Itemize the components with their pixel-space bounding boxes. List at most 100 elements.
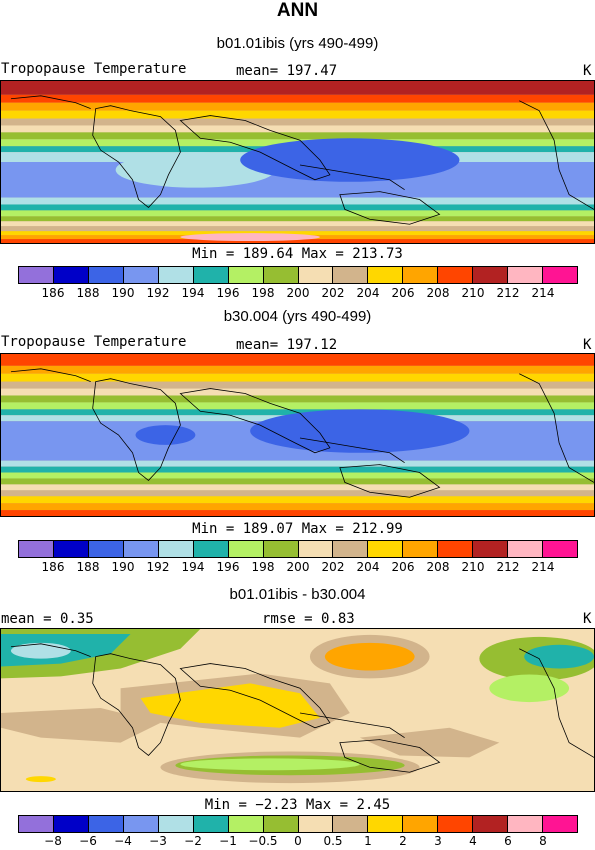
colorbar-swatch <box>19 541 54 557</box>
colorbar-swatch <box>53 816 89 832</box>
colorbar-swatch <box>158 541 194 557</box>
colorbar-tick-label: 194 <box>181 560 205 574</box>
panel-2-unit-label: K <box>583 337 592 353</box>
colorbar-tick-label: 0 <box>294 834 302 848</box>
colorbar-swatch <box>123 816 159 832</box>
colorbar-swatch <box>543 541 577 557</box>
colorbar-tick-label: 210 <box>461 286 485 300</box>
colorbar-swatch <box>158 267 194 283</box>
colorbar-swatch <box>438 267 474 283</box>
colorbar-swatch <box>543 816 577 832</box>
colorbar-swatch <box>368 541 404 557</box>
panel-3-mean-label: mean = 0.35 <box>1 611 94 627</box>
colorbar-swatch <box>19 816 54 832</box>
panel-3-title: b01.01ibis - b30.004 <box>229 586 366 603</box>
panel-1-map <box>0 80 595 244</box>
colorbar-tick-label: 204 <box>356 560 380 574</box>
colorbar-tick-label: 190 <box>111 560 135 574</box>
colorbar-swatch <box>368 267 404 283</box>
colorbar-tick-label: −4 <box>114 834 132 848</box>
colorbar-tick-label: 186 <box>41 560 65 574</box>
colorbar-tick-label: 192 <box>146 560 170 574</box>
panel-1-title: b01.01ibis (yrs 490-499) <box>216 35 379 52</box>
colorbar-tick-label: −0.5 <box>248 834 278 848</box>
colorbar-tick-label: 186 <box>41 286 65 300</box>
colorbar-tick-label: −1 <box>219 834 237 848</box>
colorbar-swatch <box>508 816 544 832</box>
colorbar-tick-label: −8 <box>44 834 62 848</box>
colorbar-tick-label: 1 <box>364 834 372 848</box>
colorbar-swatch <box>263 541 299 557</box>
colorbar-swatch <box>473 267 509 283</box>
colorbar-tick-label: 196 <box>216 560 240 574</box>
colorbar-swatch <box>123 541 159 557</box>
colorbar-tick-label: 214 <box>531 560 555 574</box>
colorbar-tick-label: 208 <box>426 560 450 574</box>
colorbar-swatch <box>543 267 577 283</box>
colorbar-swatch <box>298 541 334 557</box>
colorbar-swatch <box>333 267 369 283</box>
colorbar-swatch <box>508 541 544 557</box>
colorbar-swatch <box>473 816 509 832</box>
colorbar-tick-label: 188 <box>76 286 100 300</box>
panel-1-variable-label: Tropopause Temperature <box>1 61 187 77</box>
colorbar-tick-label: 3 <box>434 834 442 848</box>
panel-2-mean-label: mean= 197.12 <box>236 337 338 353</box>
colorbar-tick-label: 204 <box>356 286 380 300</box>
colorbar-tick-label: 200 <box>286 560 310 574</box>
colorbar-swatch <box>333 816 369 832</box>
panel-1-mean-label: mean= 197.47 <box>236 63 338 79</box>
colorbar-tick-label: 202 <box>321 560 345 574</box>
colorbar-swatch <box>368 816 404 832</box>
colorbar-swatch <box>228 541 264 557</box>
colorbar-tick-label: 214 <box>531 286 555 300</box>
colorbar-swatch <box>403 267 439 283</box>
colorbar-tick-label: 6 <box>504 834 512 848</box>
colorbar-tick-label: 208 <box>426 286 450 300</box>
colorbar-swatch <box>263 816 299 832</box>
colorbar-swatch <box>193 816 229 832</box>
colorbar-tick-label: 206 <box>391 560 415 574</box>
colorbar-tick-label: −3 <box>149 834 167 848</box>
panel-3-stats: Min = −2.23 Max = 2.45 <box>204 797 391 813</box>
colorbar-swatch <box>88 267 124 283</box>
colorbar-tick-label: 8 <box>539 834 547 848</box>
colorbar-swatch <box>438 541 474 557</box>
panel-2-colorbar-ticks: 186 188 190 192 194 196 198 200 202 204 206 208 210 2… <box>18 560 578 576</box>
colorbar-swatch <box>508 267 544 283</box>
colorbar-swatch <box>158 816 194 832</box>
colorbar-swatch <box>88 541 124 557</box>
panel-2-variable-label: Tropopause Temperature <box>1 334 187 350</box>
colorbar-tick-label: 202 <box>321 286 345 300</box>
colorbar-tick-label: 206 <box>391 286 415 300</box>
colorbar-tick-label: 194 <box>181 286 205 300</box>
colorbar-tick-label: 192 <box>146 286 170 300</box>
colorbar-swatch <box>88 816 124 832</box>
colorbar-swatch <box>53 541 89 557</box>
panel-2-map <box>0 353 595 517</box>
panel-2-colorbar <box>18 540 578 558</box>
colorbar-tick-label: 196 <box>216 286 240 300</box>
colorbar-swatch <box>403 541 439 557</box>
colorbar-swatch <box>19 267 54 283</box>
panel-3-map <box>0 628 595 792</box>
panel-3-unit-label: K <box>583 611 592 627</box>
colorbar-swatch <box>228 267 264 283</box>
colorbar-tick-label: 198 <box>251 286 275 300</box>
colorbar-tick-label: −6 <box>79 834 97 848</box>
colorbar-tick-label: 188 <box>76 560 100 574</box>
panel-2-stats: Min = 189.07 Max = 212.99 <box>192 521 403 537</box>
panel-2-title: b30.004 (yrs 490-499) <box>223 308 372 325</box>
colorbar-swatch <box>403 816 439 832</box>
colorbar-swatch <box>263 267 299 283</box>
colorbar-tick-label: 212 <box>496 286 520 300</box>
colorbar-tick-label: 212 <box>496 560 520 574</box>
colorbar-tick-label: 200 <box>286 286 310 300</box>
colorbar-swatch <box>228 816 264 832</box>
colorbar-tick-label: 2 <box>399 834 407 848</box>
colorbar-swatch <box>53 267 89 283</box>
colorbar-swatch <box>193 541 229 557</box>
colorbar-tick-label: 4 <box>469 834 477 848</box>
panel-1-unit-label: K <box>583 63 592 79</box>
main-title: ANN <box>276 0 319 21</box>
